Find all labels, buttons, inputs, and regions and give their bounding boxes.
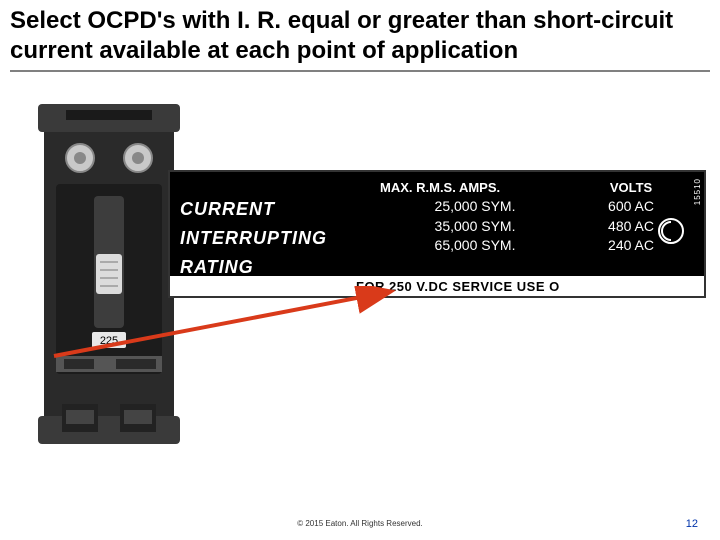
slide-title: Select OCPD's with I. R. equal or greate… <box>0 0 720 70</box>
page-number: 12 <box>686 518 698 530</box>
amps-row-1: 35,000 SYM. <box>380 217 570 237</box>
copyright-text: © 2015 Eaton. All Rights Reserved. <box>0 519 720 528</box>
volts-header: VOLTS <box>590 180 672 195</box>
label-left-line2: INTERRUPTING <box>180 228 360 249</box>
breaker-amp-value: 225 <box>100 335 118 347</box>
cert-mark-icon <box>658 218 684 244</box>
label-footer: FOR 250 V.DC SERVICE USE O <box>170 274 704 296</box>
label-left-line1: CURRENT <box>180 199 360 220</box>
amps-header: MAX. R.M.S. AMPS. <box>380 180 570 195</box>
label-side-code: 15510 <box>693 178 702 205</box>
rating-label: CURRENT INTERRUPTING RATING MAX. R.M.S. … <box>168 170 706 298</box>
amps-row-2: 65,000 SYM. <box>380 236 570 256</box>
title-underline <box>10 70 710 72</box>
volts-row-0: 600 AC <box>590 197 672 217</box>
amps-row-0: 25,000 SYM. <box>380 197 570 217</box>
content-area: 225 CURRENT INTERRUPTING RATING MAX. R.M… <box>0 76 720 456</box>
breaker-image: 225 <box>36 104 182 444</box>
